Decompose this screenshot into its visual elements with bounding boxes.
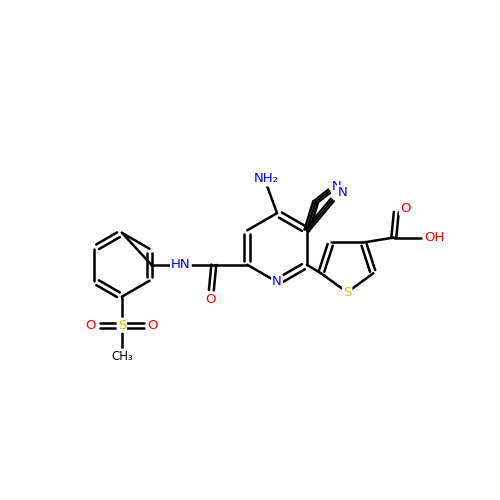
Text: O: O (86, 318, 96, 332)
Text: CH₃: CH₃ (111, 350, 132, 362)
Text: O: O (148, 318, 158, 332)
Text: S: S (118, 318, 126, 332)
Text: HN: HN (171, 258, 190, 271)
Text: OH: OH (424, 231, 445, 244)
Text: N: N (272, 276, 282, 288)
Text: O: O (400, 202, 410, 214)
Text: NH₂: NH₂ (254, 172, 278, 185)
Text: NH₂: NH₂ (254, 172, 278, 185)
Text: O: O (205, 292, 216, 306)
Text: S: S (343, 286, 351, 299)
Text: N: N (338, 186, 347, 199)
Text: N: N (332, 180, 342, 192)
